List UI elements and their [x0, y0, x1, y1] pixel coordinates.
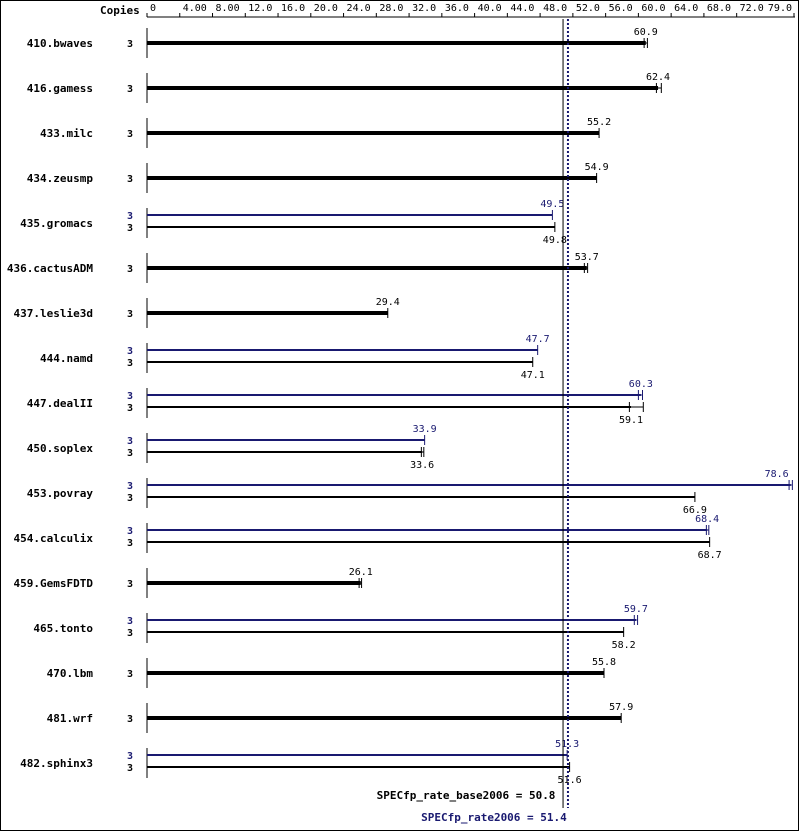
base-copies: 3	[127, 358, 133, 369]
benchmark-name: 436.cactusADM	[7, 262, 93, 275]
base-value-label: 54.9	[585, 162, 609, 173]
x-tick-label: 79.0	[768, 3, 792, 14]
x-tick-label: 64.0	[674, 3, 698, 14]
peak-value-label: 47.7	[526, 334, 550, 345]
base-value-label: 59.1	[619, 415, 643, 426]
base-copies: 3	[127, 628, 133, 639]
benchmark-name: 481.wrf	[47, 712, 93, 725]
x-tick-label: 40.0	[478, 3, 502, 14]
base-copies: 3	[127, 174, 133, 185]
base-copies: 3	[127, 84, 133, 95]
x-tick-label: 16.0	[281, 3, 305, 14]
base-value-label: 60.9	[634, 27, 658, 38]
peak-copies: 3	[127, 436, 133, 447]
x-tick-label: 24.0	[347, 3, 371, 14]
base-value-label: 66.9	[683, 505, 707, 516]
base-value-label: 51.6	[558, 775, 582, 786]
benchmark-name: 482.sphinx3	[20, 757, 93, 770]
x-tick-label: 56.0	[609, 3, 633, 14]
base-copies: 3	[127, 39, 133, 50]
base-value-label: 55.8	[592, 657, 616, 668]
benchmark-name: 454.calculix	[14, 532, 94, 545]
benchmark-name: 434.zeusmp	[27, 172, 94, 185]
base-copies: 3	[127, 714, 133, 725]
benchmark-name: 465.tonto	[33, 622, 93, 635]
benchmark-name: 435.gromacs	[20, 217, 93, 230]
x-tick-label: 68.0	[707, 3, 731, 14]
benchmark-name: 444.namd	[40, 352, 93, 365]
copies-header: Copies	[100, 4, 140, 17]
base-reference-label: SPECfp_rate_base2006 = 50.8	[377, 789, 556, 802]
peak-reference-label: SPECfp_rate2006 = 51.4	[421, 811, 567, 824]
peak-value-label: 78.6	[765, 469, 789, 480]
benchmark-name: 453.povray	[27, 487, 94, 500]
base-copies: 3	[127, 669, 133, 680]
base-value-label: 62.4	[646, 72, 670, 83]
benchmark-name: 416.gamess	[27, 82, 93, 95]
base-value-label: 53.7	[575, 252, 599, 263]
peak-copies: 3	[127, 526, 133, 537]
benchmark-name: 470.lbm	[47, 667, 94, 680]
base-copies: 3	[127, 448, 133, 459]
x-tick-label: 72.0	[740, 3, 764, 14]
peak-copies: 3	[127, 751, 133, 762]
base-value-label: 57.9	[609, 702, 633, 713]
peak-value-label: 33.9	[413, 424, 437, 435]
base-copies: 3	[127, 579, 133, 590]
base-value-label: 68.7	[698, 550, 722, 561]
base-copies: 3	[127, 309, 133, 320]
base-copies: 3	[127, 403, 133, 414]
peak-value-label: 68.4	[695, 514, 719, 525]
peak-copies: 3	[127, 616, 133, 627]
base-value-label: 33.6	[410, 460, 434, 471]
peak-copies: 3	[127, 211, 133, 222]
x-tick-label: 0	[150, 3, 156, 14]
peak-value-label: 59.7	[624, 604, 648, 615]
base-value-label: 47.1	[521, 370, 545, 381]
peak-copies: 3	[127, 346, 133, 357]
x-tick-label: 52.0	[576, 3, 600, 14]
peak-value-label: 60.3	[629, 379, 653, 390]
x-tick-label: 28.0	[379, 3, 403, 14]
x-tick-label: 32.0	[412, 3, 436, 14]
base-value-label: 55.2	[587, 117, 611, 128]
benchmark-name: 459.GemsFDTD	[14, 577, 94, 590]
base-value-label: 49.8	[543, 235, 567, 246]
peak-copies: 3	[127, 481, 133, 492]
x-tick-label: 8.00	[216, 3, 240, 14]
x-tick-label: 36.0	[445, 3, 469, 14]
base-copies: 3	[127, 493, 133, 504]
base-copies: 3	[127, 763, 133, 774]
benchmark-name: 433.milc	[40, 127, 93, 140]
base-value-label: 26.1	[349, 567, 373, 578]
peak-copies: 3	[127, 391, 133, 402]
x-tick-label: 4.00	[183, 3, 207, 14]
base-copies: 3	[127, 264, 133, 275]
base-copies: 3	[127, 129, 133, 140]
benchmark-name: 410.bwaves	[27, 37, 93, 50]
base-copies: 3	[127, 538, 133, 549]
x-tick-label: 48.0	[543, 3, 567, 14]
x-tick-label: 44.0	[510, 3, 534, 14]
x-tick-label: 12.0	[248, 3, 272, 14]
base-value-label: 58.2	[612, 640, 636, 651]
x-tick-label: 20.0	[314, 3, 338, 14]
benchmark-name: 447.dealII	[27, 397, 93, 410]
benchmark-name: 450.soplex	[27, 442, 94, 455]
x-tick-label: 60.0	[641, 3, 665, 14]
base-copies: 3	[127, 223, 133, 234]
peak-value-label: 49.5	[540, 199, 564, 210]
benchmark-name: 437.leslie3d	[14, 307, 93, 320]
base-value-label: 29.4	[376, 297, 400, 308]
